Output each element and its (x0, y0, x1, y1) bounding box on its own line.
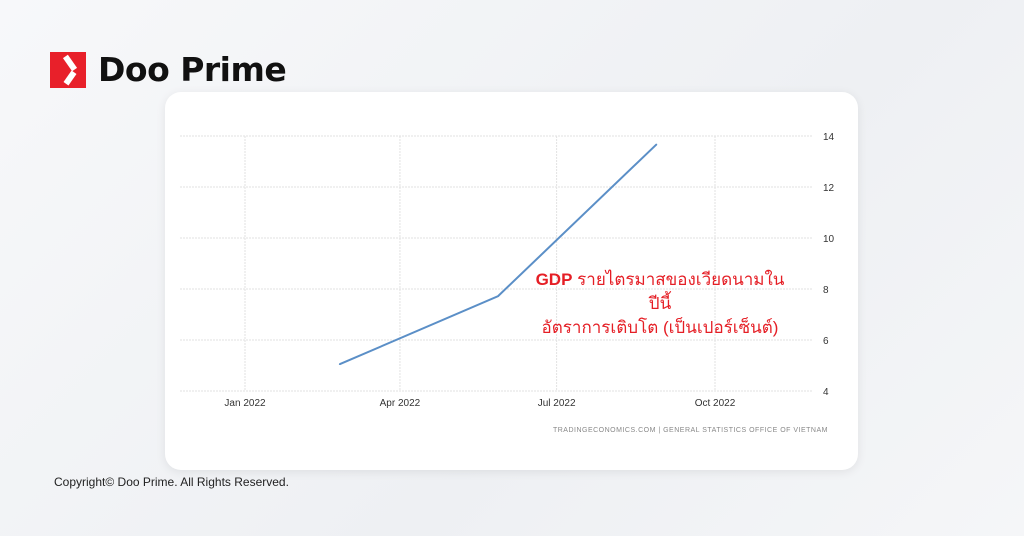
annotation-bold: GDP (535, 270, 573, 289)
logo-text: Doo Prime (98, 50, 287, 89)
y-tick-label: 6 (823, 336, 829, 347)
chart-source: TRADINGECONOMICS.COM | GENERAL STATISTIC… (552, 427, 828, 434)
chart-card: 4 6 8 10 12 14 Jan 2022 Apr 2022 Jul 2022 Oct 202… (165, 92, 858, 470)
x-tick-label: Oct 2022 (695, 398, 736, 409)
data-point (497, 295, 499, 297)
y-tick-label: 8 (823, 285, 829, 296)
annotation-line2: อัตราการเติบโต (เป็นเปอร์เซ็นต์) (541, 318, 779, 337)
y-tick-label: 12 (823, 183, 835, 194)
gdp-line-chart: 4 6 8 10 12 14 Jan 2022 Apr 2022 Jul 2022 Oct 202… (180, 132, 835, 409)
x-tick-label: Jan 2022 (224, 398, 266, 409)
data-point (338, 363, 341, 366)
x-tick-label: Apr 2022 (380, 398, 421, 409)
x-tick-label: Jul 2022 (538, 398, 576, 409)
y-tick-label: 4 (823, 387, 829, 398)
copyright-text: Copyright© Doo Prime. All Rights Reserve… (54, 475, 289, 489)
annotation-line1: รายไตรมาสของเวียดนามในปีนี้ (572, 270, 785, 313)
doo-prime-logo: Doo Prime (50, 50, 287, 89)
y-tick-label: 10 (823, 234, 835, 245)
logo-mark-icon (50, 51, 86, 88)
data-point (655, 143, 658, 146)
chart-annotation: GDP รายไตรมาสของเวียดนามในปีนี้ อัตราการ… (535, 268, 785, 340)
y-tick-label: 14 (823, 132, 835, 143)
